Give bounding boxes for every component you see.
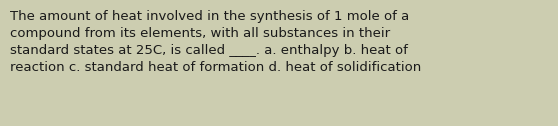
Text: The amount of heat involved in the synthesis of 1 mole of a
compound from its el: The amount of heat involved in the synth…: [10, 10, 421, 74]
